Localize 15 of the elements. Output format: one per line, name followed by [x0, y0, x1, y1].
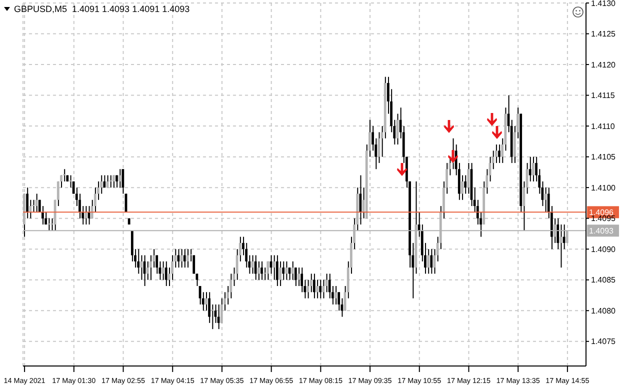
y-tick-label: 1.4120: [591, 60, 616, 70]
y-tick-label: 1.4110: [591, 122, 616, 131]
y-tick-label: 1.4090: [591, 244, 616, 254]
candlestick: [109, 175, 112, 188]
y-tick-label: 1.4115: [591, 91, 616, 100]
ref-line-label: 1.4093: [589, 226, 614, 236]
y-tick-label: 1.4085: [591, 276, 616, 285]
y-tick-label: 1.4125: [591, 30, 616, 39]
chart-title: GBPUSD,M5 1.4091 1.4093 1.4091 1.4093: [14, 4, 190, 14]
candlestick: [63, 169, 66, 182]
y-tick-label: 1.4130: [591, 0, 616, 8]
y-tick-label: 1.4100: [591, 183, 616, 192]
y-tick-label: 1.4075: [591, 337, 616, 346]
y-tick-label: 1.4080: [591, 306, 616, 316]
y-tick-label: 1.4105: [591, 152, 616, 162]
